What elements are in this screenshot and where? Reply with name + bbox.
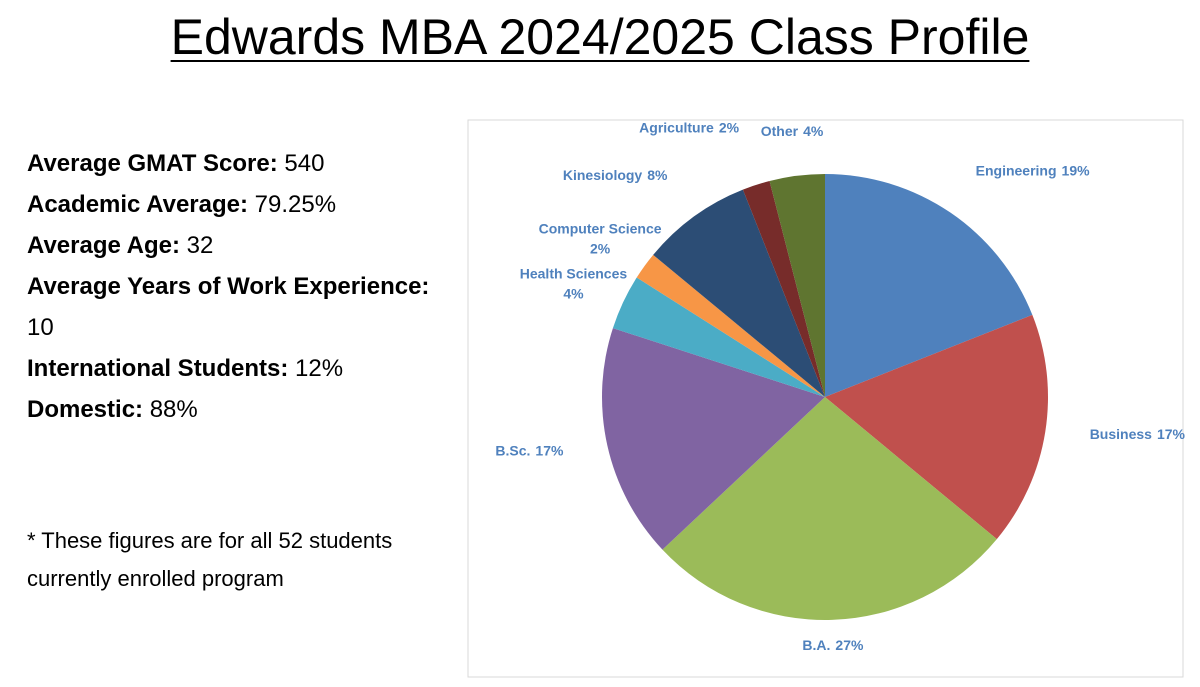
slice-category: Computer Science	[539, 221, 662, 237]
stat-value: 32	[186, 232, 214, 259]
stat-value: 10	[27, 314, 54, 341]
slice-label: B.Sc. 17%	[495, 442, 564, 458]
pie-slice	[825, 174, 1033, 397]
slice-value: 17%	[1157, 426, 1186, 442]
slice-label: Health Sciences 4%	[520, 266, 628, 302]
pie-slice	[636, 254, 825, 397]
slice-category: Business	[1090, 426, 1152, 442]
slice-label: Agriculture 2%	[639, 120, 739, 136]
stat-item: Domestic: 88%	[27, 389, 447, 430]
slice-label: Kinesiology 8%	[563, 167, 668, 183]
pie-slice	[742, 181, 825, 397]
pie-slice	[662, 397, 997, 620]
stat-item: International Students: 12%	[27, 348, 447, 389]
slice-category: Other	[761, 123, 799, 139]
stat-item: Average Years of Work Experience: 10	[27, 266, 447, 348]
slice-label: B.A. 27%	[802, 637, 864, 653]
slice-category: B.A.	[802, 637, 830, 653]
pie-slice	[769, 174, 825, 397]
stats-list: Average GMAT Score: 540 Academic Average:…	[27, 143, 447, 430]
slice-label: Business 17%	[1090, 426, 1186, 442]
stat-value: 12%	[295, 355, 344, 382]
slide-title: Edwards MBA 2024/2025 Class Profile	[170, 9, 1030, 65]
stat-value: 79.25%	[254, 191, 337, 218]
stat-item: Average GMAT Score: 540	[27, 143, 447, 184]
slice-value: 4%	[563, 286, 584, 302]
slice-value: 27%	[835, 637, 864, 653]
stat-label: Average GMAT Score:	[27, 150, 278, 177]
slice-category: Engineering	[976, 162, 1057, 178]
slice-label: Engineering 19%	[976, 162, 1090, 178]
footnote: * These figures are for all 52 students …	[27, 528, 393, 591]
stat-item: Average Age: 32	[27, 225, 447, 266]
stat-label: Average Years of Work Experience:	[27, 273, 430, 300]
slice-value: 17%	[535, 442, 564, 458]
stat-value: 540	[284, 150, 325, 177]
pie-slice	[653, 189, 825, 397]
pie-slice	[612, 277, 825, 397]
slice-label: Computer Science 2%	[539, 221, 662, 257]
stat-label: Average Age:	[27, 232, 180, 259]
slice-category: Kinesiology	[563, 167, 643, 183]
slice-category: Agriculture	[639, 120, 714, 136]
pie-slice	[825, 314, 1049, 540]
slice-value: 19%	[1062, 162, 1091, 178]
stat-item: Academic Average: 79.25%	[27, 184, 447, 225]
stat-value: 88%	[149, 396, 198, 423]
pie-slice	[601, 328, 825, 550]
slice-value: 2%	[590, 241, 611, 257]
slice-value: 4%	[803, 123, 824, 139]
stat-label: International Students:	[27, 355, 289, 382]
slice-label: Other 4%	[761, 123, 824, 139]
slice-value: 2%	[719, 120, 740, 136]
stat-label: Academic Average:	[27, 191, 248, 218]
slice-value: 8%	[647, 167, 668, 183]
slice-category: B.Sc.	[495, 442, 530, 458]
stat-label: Domestic:	[27, 396, 144, 423]
slice-category: Health Sciences	[520, 266, 628, 282]
